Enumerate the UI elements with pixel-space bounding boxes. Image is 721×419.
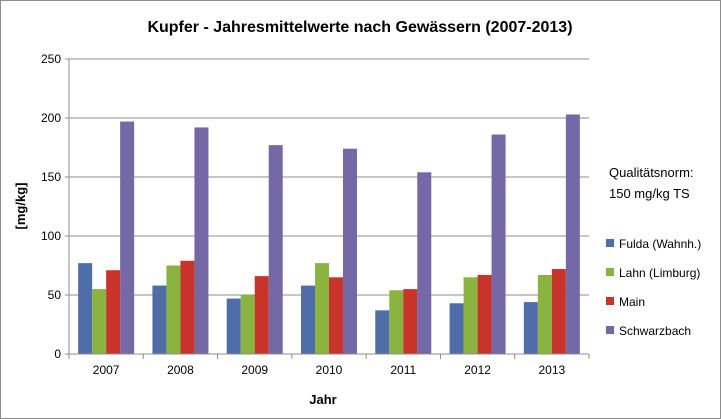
bar	[375, 310, 390, 354]
x-tick-label: 2009	[241, 363, 268, 377]
legend-label: Fulda (Wahnh.)	[619, 237, 701, 251]
bar	[417, 172, 432, 354]
y-tick-label: 100	[41, 229, 61, 243]
x-tick-label: 2008	[167, 363, 194, 377]
bar	[477, 274, 492, 354]
bar	[194, 127, 209, 354]
legend-swatch	[606, 326, 614, 334]
y-tick-label: 0	[54, 347, 61, 361]
legend-label: Schwarzbach	[619, 324, 691, 338]
bar	[301, 285, 315, 354]
quality-norm-label: Qualitätsnorm:	[609, 165, 694, 180]
y-tick-label: 150	[41, 170, 61, 184]
y-tick-label: 50	[48, 288, 62, 302]
x-axis-title: Jahr	[309, 392, 336, 407]
legend-swatch	[606, 268, 614, 276]
quality-norm-value: 150 mg/kg TS	[609, 186, 690, 201]
bar	[92, 289, 107, 354]
y-axis-title: [mg/kg]	[13, 183, 28, 230]
x-tick-label: 2012	[464, 363, 491, 377]
bar	[78, 263, 93, 354]
x-tick-label: 2013	[539, 363, 566, 377]
bar	[491, 134, 506, 354]
axis-layer: 0 50 100 150 200 250 2007 2008 2009 2010 2011 2012 2…	[41, 52, 590, 377]
bar	[537, 274, 552, 354]
y-tick-label: 200	[41, 111, 61, 125]
bar	[343, 148, 357, 354]
bar	[329, 277, 343, 354]
x-tick-label: 2010	[316, 363, 343, 377]
bar	[152, 285, 167, 354]
x-tick-label: 2011	[390, 363, 416, 377]
legend-label: Lahn (Limburg)	[619, 266, 700, 280]
bar	[268, 145, 283, 354]
legend-swatch	[606, 239, 614, 247]
bar	[120, 121, 135, 354]
legend-swatch	[606, 297, 614, 305]
bar	[240, 295, 255, 354]
y-tick-label: 250	[41, 52, 61, 66]
grid-layer	[69, 58, 589, 296]
bar	[315, 263, 329, 354]
legend-label: Main	[619, 295, 645, 309]
bar	[254, 276, 269, 354]
bars-layer	[78, 114, 580, 355]
bar	[565, 114, 580, 355]
bar	[523, 302, 538, 354]
bar	[403, 289, 418, 354]
bar	[180, 260, 195, 354]
bar	[389, 290, 404, 354]
legend: Fulda (Wahnh.) Lahn (Limburg) Main Schwarzb…	[606, 237, 701, 338]
bar	[551, 269, 566, 354]
bar	[449, 303, 464, 354]
chart-title: Kupfer - Jahresmittelwerte nach Gewässer…	[147, 19, 572, 36]
x-tick-label: 2007	[93, 363, 120, 377]
bar	[106, 270, 121, 354]
bar	[226, 298, 241, 354]
bar	[166, 265, 181, 354]
bar	[463, 277, 478, 354]
